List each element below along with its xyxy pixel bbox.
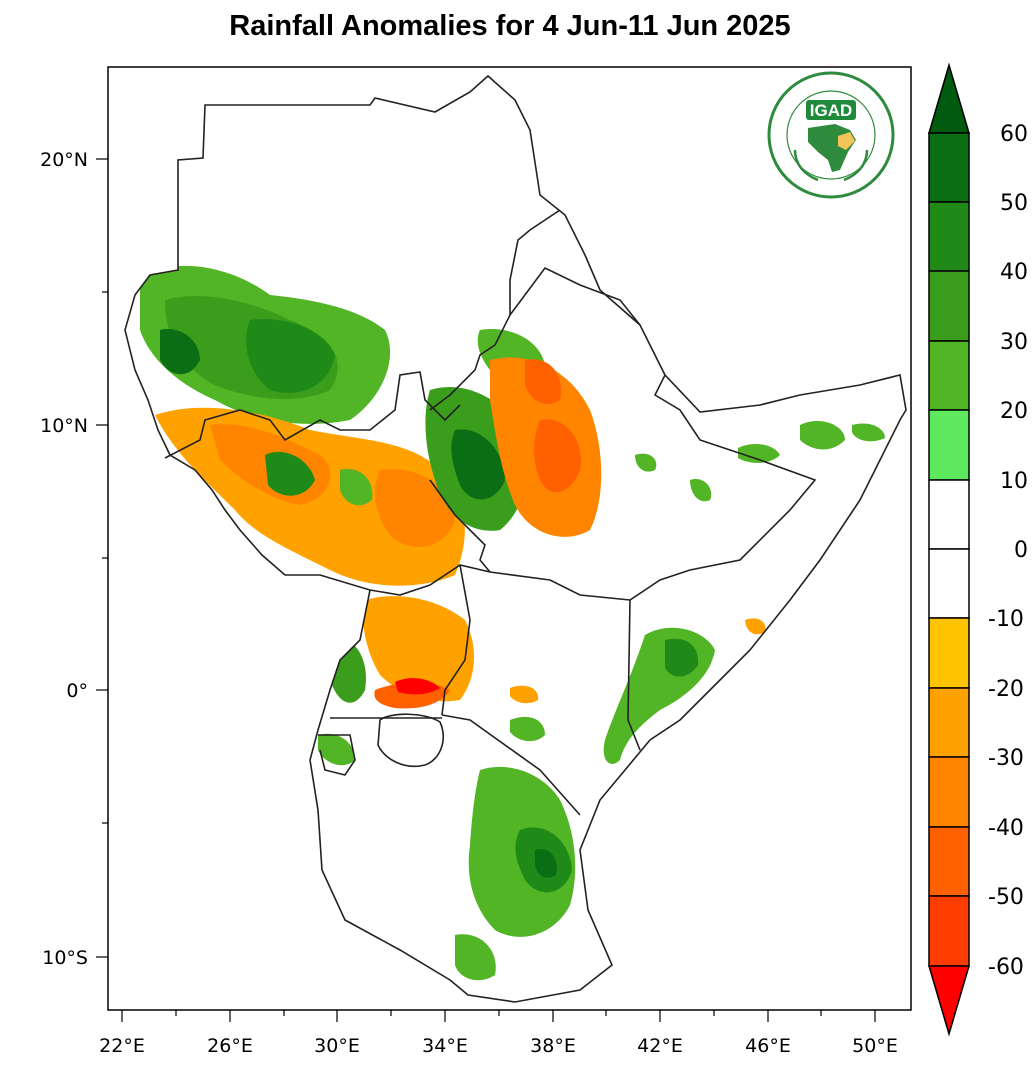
wet-area: [690, 479, 712, 502]
border-kenya-somalia: [627, 599, 641, 751]
colorbar-dry-end: [927, 965, 971, 1037]
lon-label: 46°E: [745, 1035, 791, 1057]
wet-area: [738, 444, 780, 463]
colorbar-label: 10: [1000, 469, 1028, 494]
dry-area: [363, 596, 475, 702]
lat-label: 20°N: [40, 149, 88, 171]
wet-area: [160, 329, 200, 375]
wet-area: [510, 716, 545, 742]
colorbar-label: 0: [1014, 538, 1028, 563]
wet-area: [246, 319, 335, 394]
lat-label: 10°N: [40, 415, 88, 437]
dry-area: [510, 685, 539, 704]
lon-label: 22°E: [99, 1035, 145, 1057]
colorbar-label: -10: [988, 607, 1024, 632]
border-ethiopia-somalia: [629, 374, 817, 601]
anomaly-shading: [140, 265, 885, 981]
colorbar-label: -20: [988, 677, 1024, 702]
colorbar-labels: 60 50 40 30 20 10 0 -10 -20 -30 -40 -50 …: [988, 122, 1028, 980]
colorbar-label: 20: [1000, 399, 1028, 424]
longitude-labels: 22°E 26°E 30°E 34°E 38°E 42°E 46°E 50°E: [99, 1035, 898, 1057]
colorbar-label: 30: [1000, 330, 1028, 355]
lake-victoria: [377, 713, 444, 767]
lon-label: 42°E: [637, 1035, 683, 1057]
lon-label: 26°E: [207, 1035, 253, 1057]
colorbar: [927, 62, 971, 1037]
border-eritrea-ethiopia: [509, 266, 641, 326]
wet-area: [318, 733, 355, 766]
colorbar-wet-end: [927, 62, 971, 134]
axis-ticks: [96, 158, 876, 1022]
wet-area: [635, 453, 657, 472]
colorbar-label: 50: [1000, 191, 1028, 216]
map-title: Rainfall Anomalies for 4 Jun-11 Jun 2025: [229, 10, 791, 42]
colorbar-label: -30: [988, 746, 1024, 771]
country-borders: [124, 74, 907, 1003]
latitude-labels: 20°N 10°N 0° 10°S: [40, 149, 88, 969]
dry-area: [534, 419, 581, 493]
lon-label: 30°E: [314, 1035, 360, 1057]
wet-area: [852, 423, 885, 442]
border-uganda-kenya: [441, 564, 471, 716]
lon-label: 38°E: [530, 1035, 576, 1057]
lat-label: 0°: [66, 680, 88, 702]
colorbar-label: 60: [1000, 122, 1028, 147]
igad-logo: IGAD: [767, 71, 895, 199]
region-outline: [124, 74, 907, 1003]
dry-area: [745, 618, 766, 635]
dry-area: [525, 359, 561, 405]
border-ethiopia-kenya: [489, 571, 631, 601]
wet-area: [455, 934, 496, 981]
dry-area: [374, 469, 455, 547]
wet-area: [603, 627, 715, 764]
border-southsudan-uganda: [369, 564, 491, 596]
colorbar-label: -60: [988, 955, 1024, 980]
svg-text:IGAD: IGAD: [810, 101, 853, 120]
colorbar-label: 40: [1000, 260, 1028, 285]
border-sudan-ethiopia: [429, 209, 561, 411]
border-sudan-southsudan: [164, 371, 461, 459]
wet-area: [800, 420, 845, 450]
lon-label: 50°E: [852, 1035, 898, 1057]
border-kenya-tanzania: [441, 714, 581, 816]
lat-label: 10°S: [42, 947, 88, 969]
wet-area: [665, 638, 699, 677]
map-frame: [107, 66, 912, 1011]
colorbar-label: -40: [988, 816, 1024, 841]
colorbar-label: -50: [988, 885, 1024, 910]
dry-area: [395, 678, 440, 695]
border-southsudan-ethiopia: [429, 479, 491, 573]
border-rwanda-burundi: [318, 734, 356, 776]
wet-area: [535, 849, 557, 878]
wet-area: [265, 451, 315, 496]
lon-label: 34°E: [422, 1035, 468, 1057]
wet-area: [340, 469, 373, 506]
wet-area: [451, 429, 505, 500]
